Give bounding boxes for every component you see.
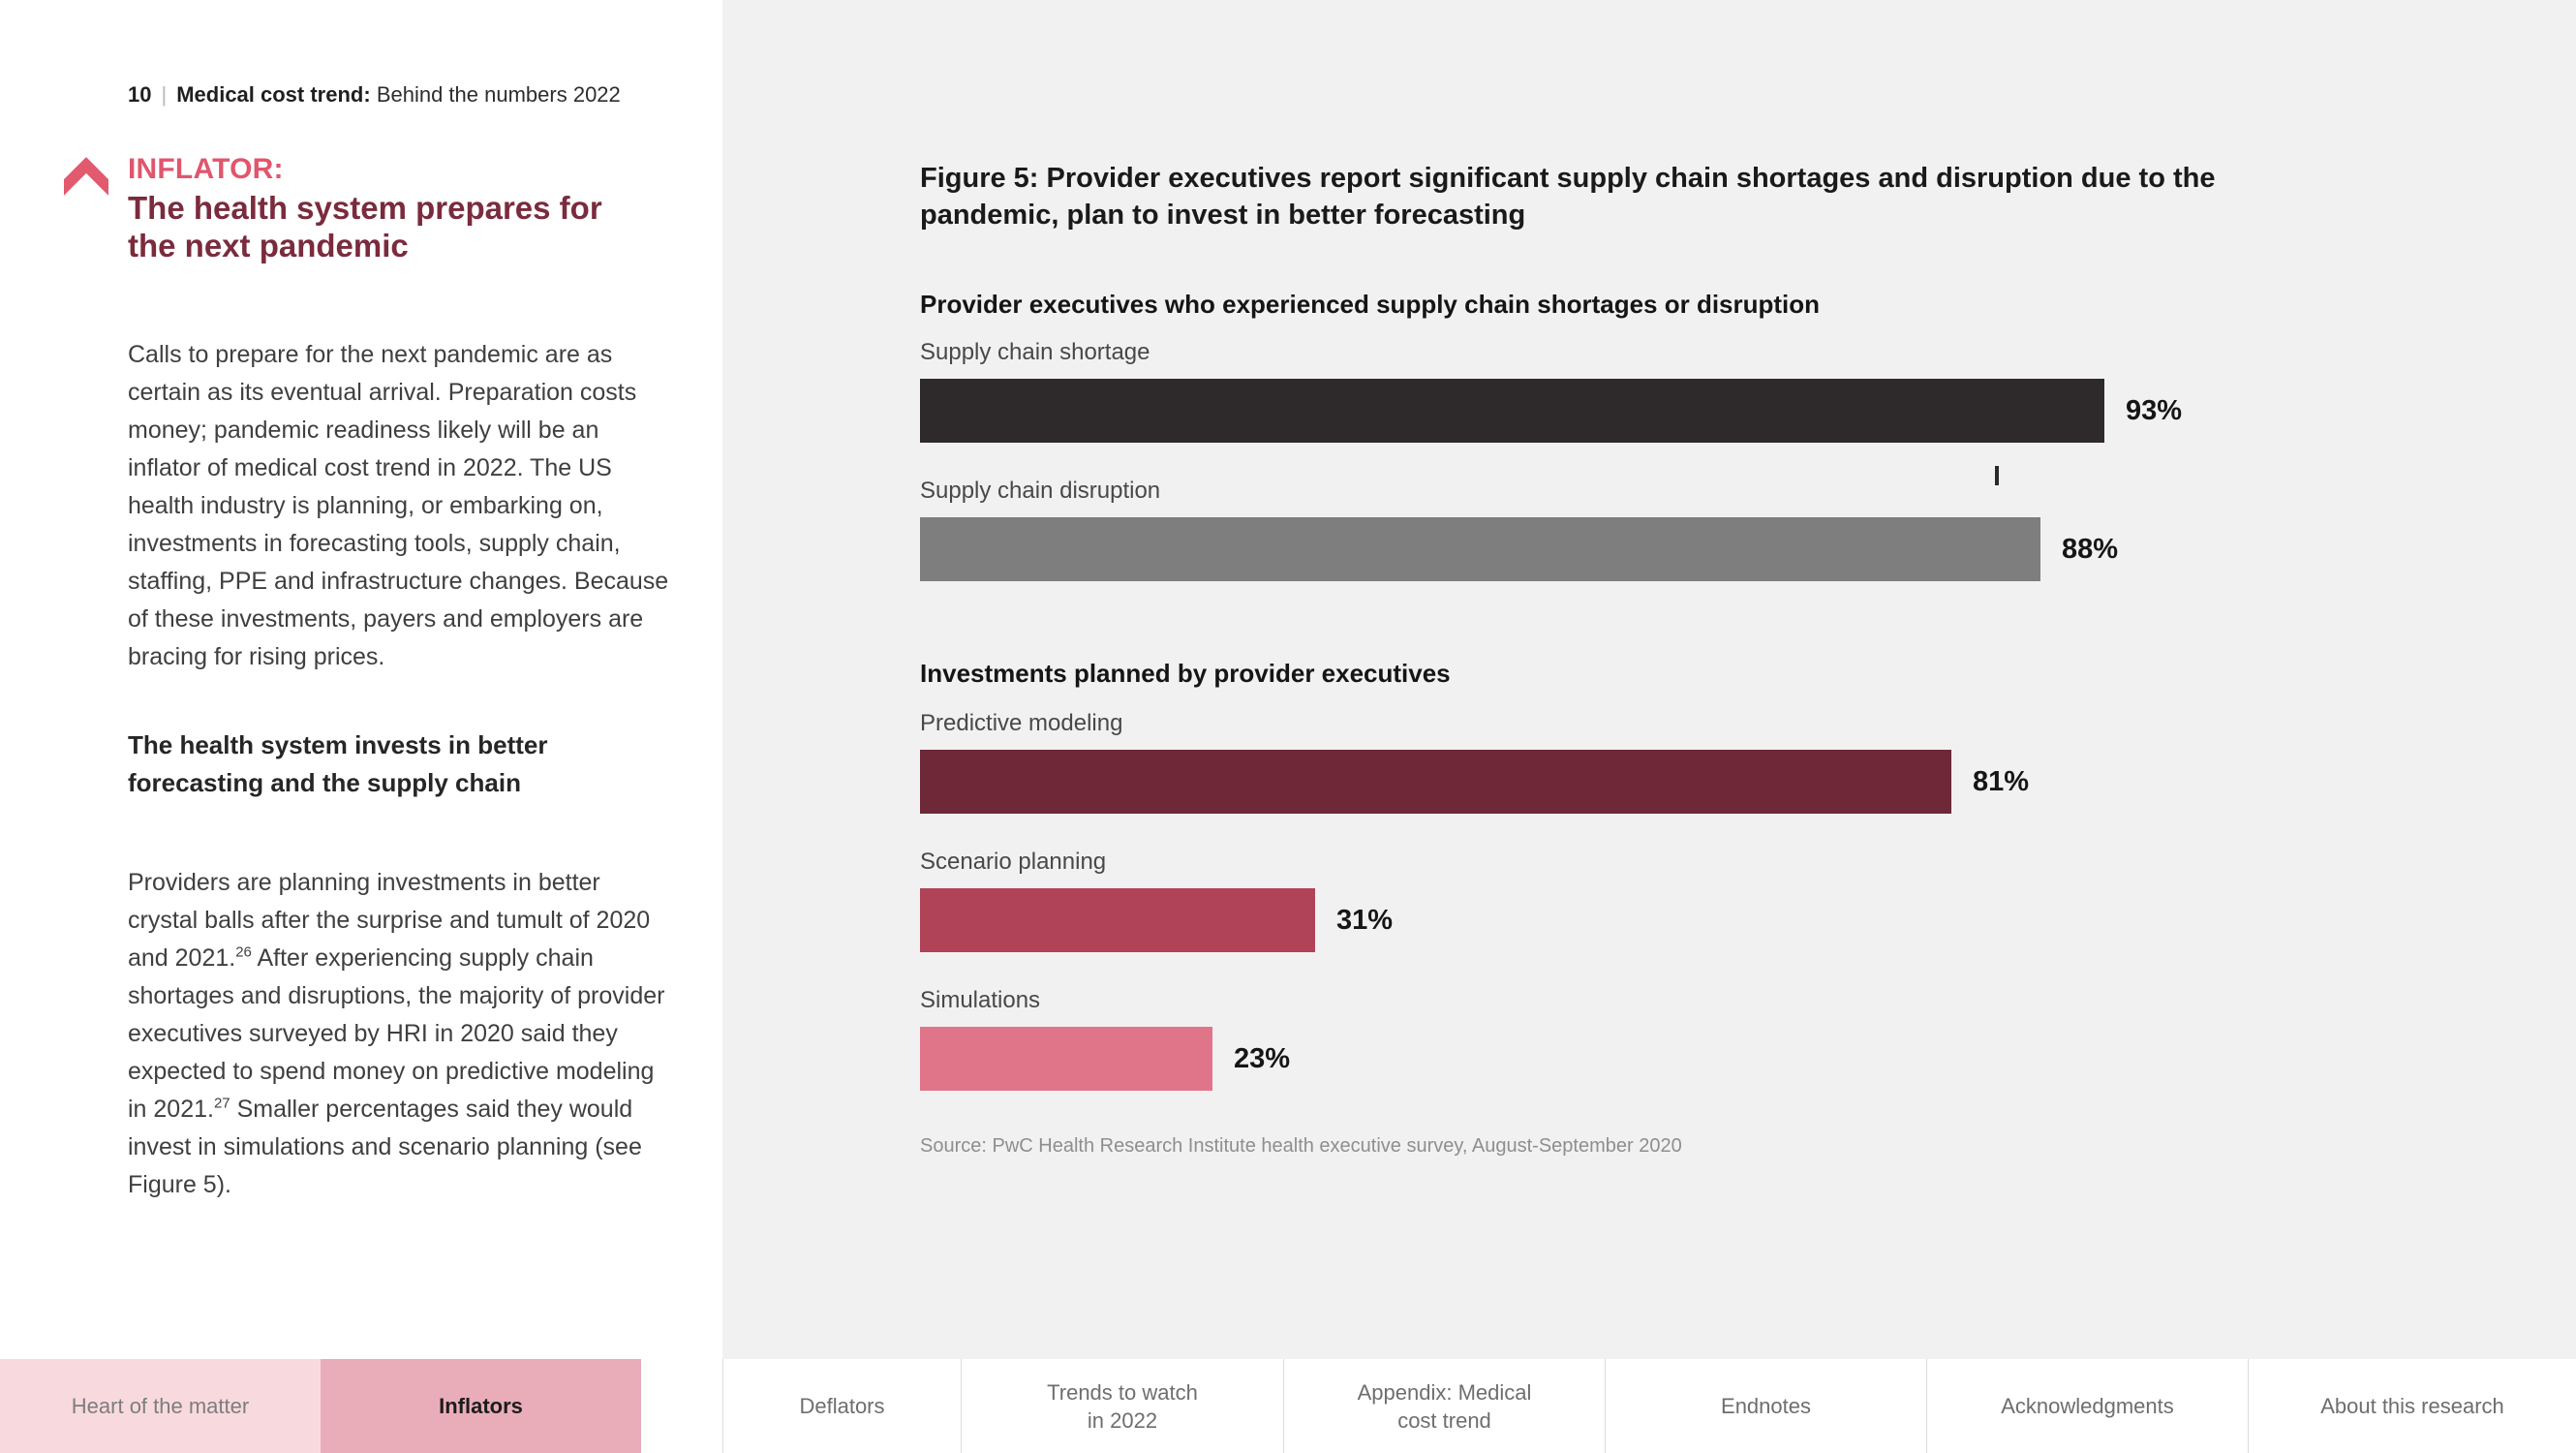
- page-number: 10: [128, 82, 152, 107]
- bar-value: 93%: [2126, 394, 2183, 426]
- paragraph-2-text: After experiencing supply chain shortage…: [128, 944, 665, 1123]
- chevron-up-icon: [64, 157, 108, 196]
- bar-row: Supply chain shortage 93%: [920, 339, 2547, 443]
- chart-group-heading: Provider executives who experienced supp…: [920, 290, 1821, 319]
- bar: [920, 517, 2040, 581]
- bar-label: Supply chain shortage: [920, 339, 1150, 365]
- nav-tab-inflators[interactable]: Inflators: [321, 1359, 641, 1453]
- bar-value: 23%: [1234, 1042, 1291, 1074]
- figure-title: Figure 5: Provider executives report sig…: [920, 163, 2216, 231]
- nav-tab-trends-to-watch-in-2022[interactable]: Trends to watch in 2022: [961, 1359, 1283, 1453]
- bar-chart: Provider executives who experienced supp…: [920, 290, 2547, 1091]
- bar: [920, 1027, 1212, 1091]
- bar-label: Supply chain disruption: [920, 478, 1161, 504]
- header-separator: |: [161, 82, 168, 107]
- body-paragraph-1: Calls to prepare for the next pandemic a…: [128, 341, 669, 670]
- bar-label: Predictive modeling: [920, 710, 1123, 736]
- figure-source: Source: PwC Health Research Institute he…: [920, 1135, 1682, 1157]
- bar-row: Predictive modeling 81%: [920, 710, 2547, 814]
- section-title: The health system prepares for the next …: [128, 190, 602, 263]
- nav-tab-about-this-research[interactable]: About this research: [2248, 1359, 2576, 1453]
- bar-row: Simulations 23%: [920, 987, 2547, 1091]
- endnote-ref-27[interactable]: 27: [213, 1095, 230, 1112]
- body-paragraph-2: Providers are planning investments in be…: [128, 864, 672, 1204]
- bar-line: 31%: [920, 888, 2547, 952]
- bar-line: 88%: [920, 517, 2547, 581]
- nav-tab-appendix-medical-cost-trend[interactable]: Appendix: Medical cost trend: [1283, 1359, 1605, 1453]
- bar-label: Simulations: [920, 987, 1041, 1013]
- bar-row: Supply chain disruption 88%: [920, 478, 2547, 581]
- footer-nav: Heart of the matter Inflators Deflators Tre…: [0, 1359, 2576, 1453]
- bar: [920, 750, 1951, 814]
- paragraph-2-text: Providers are planning investments in be…: [128, 869, 651, 972]
- bar-row: Scenario planning 31%: [920, 849, 2547, 952]
- figure-5: Figure 5: Provider executives report sig…: [920, 160, 2547, 1158]
- bar-line: 93%: [920, 379, 2547, 443]
- bar-value: 81%: [1973, 765, 2030, 797]
- bar-line: 23%: [920, 1027, 2547, 1091]
- nav-tab-heart-of-the-matter[interactable]: Heart of the matter: [0, 1359, 321, 1453]
- endnote-ref-26[interactable]: 26: [235, 943, 252, 961]
- nav-tab-endnotes[interactable]: Endnotes: [1605, 1359, 1926, 1453]
- nav-tab-acknowledgments[interactable]: Acknowledgments: [1926, 1359, 2248, 1453]
- figure-panel: Figure 5: Provider executives report sig…: [722, 0, 2576, 1359]
- bar-value: 88%: [2062, 533, 2119, 565]
- bar: [920, 888, 1315, 952]
- left-column: 10 | Medical cost trend: Behind the number…: [0, 0, 722, 1359]
- bar-value: 31%: [1336, 904, 1394, 936]
- bar: [920, 379, 2104, 443]
- nav-spacer: [641, 1359, 722, 1453]
- bar-label: Scenario planning: [920, 849, 1107, 875]
- paragraph-2-text: Smaller percentages said they would inve…: [128, 1096, 642, 1198]
- bar-line: 81%: [920, 750, 2547, 814]
- header-title-rest: Behind the numbers 2022: [376, 82, 621, 107]
- axis-tick-artifact: [1995, 466, 1999, 485]
- header-title-bold: Medical cost trend:: [176, 82, 371, 107]
- page-header: 10 | Medical cost trend: Behind the number…: [128, 82, 621, 108]
- body-subheading: The health system invests in better fore…: [128, 730, 548, 797]
- chart-group-heading: Investments planned by provider executiv…: [920, 659, 1451, 688]
- nav-tab-deflators[interactable]: Deflators: [722, 1359, 961, 1453]
- inflator-kicker: INFLATOR:: [128, 153, 284, 185]
